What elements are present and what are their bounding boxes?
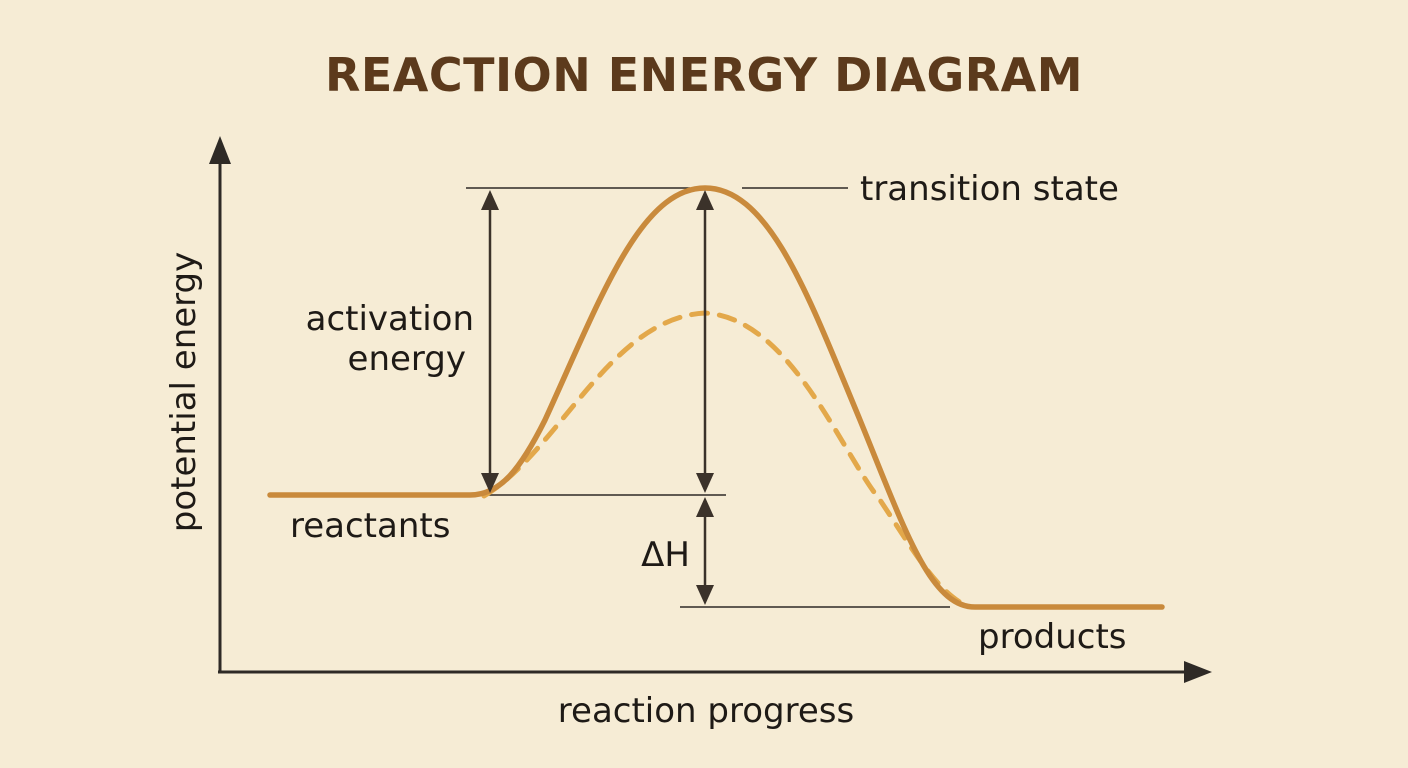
ts-energy-arrowhead-up xyxy=(696,190,714,210)
delta-h-label: ΔH xyxy=(641,535,690,575)
ts-energy-arrowhead-down xyxy=(696,473,714,493)
uncatalyzed-energy-curve xyxy=(267,185,1165,610)
x-axis-arrowhead xyxy=(1184,661,1212,683)
activation-energy-arrowhead-up xyxy=(481,190,499,210)
activation-energy-arrowhead-down xyxy=(481,473,499,493)
catalyzed-energy-curve xyxy=(481,310,968,608)
transition-state-label: transition state xyxy=(860,169,1119,209)
activation-energy-label-line1: activation xyxy=(306,299,474,339)
diagram-title: REACTION ENERGY DIAGRAM xyxy=(324,48,1084,102)
delta-h-arrowhead-down xyxy=(696,585,714,605)
reactants-label: reactants xyxy=(290,506,450,546)
y-axis-arrowhead xyxy=(209,136,231,164)
products-label: products xyxy=(978,617,1126,657)
y-axis-label: potential energy xyxy=(164,252,204,533)
activation-energy-label-line2: energy xyxy=(348,339,466,379)
x-axis-label: reaction progress xyxy=(558,691,854,731)
delta-h-arrowhead-up xyxy=(696,497,714,517)
